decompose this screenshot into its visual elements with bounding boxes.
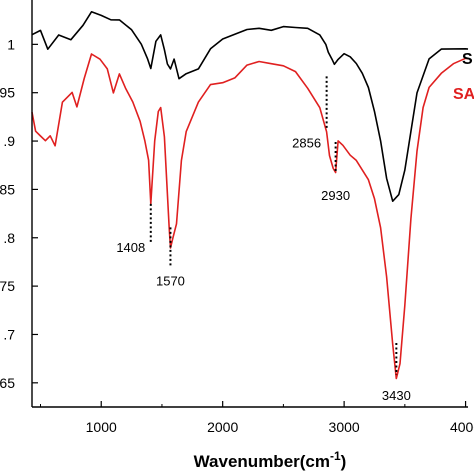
y-tick-label: .7: [3, 326, 15, 342]
series-line-2: [31, 53, 469, 380]
peak-label-1570: 1570: [156, 273, 185, 288]
peak-label-2930: 2930: [321, 188, 350, 203]
y-tick-label: .95: [0, 85, 15, 101]
annotation-layer: 1408 1570 2856 2930 3430: [116, 76, 411, 403]
x-axis-title-superscript: -1: [330, 449, 341, 463]
peak-label-2856: 2856: [292, 135, 321, 150]
y-tick-label: .8: [3, 230, 15, 246]
y-tick-label: .65: [0, 375, 15, 391]
series-layer: [31, 11, 469, 380]
axes-layer: 1000 2000 3000 4000 .65 .7 .75 .8 .85 .9 .95 1: [0, 0, 474, 435]
peak-label-1408: 1408: [116, 240, 145, 255]
legend-label-1: S: [462, 51, 473, 68]
legend-label-2: SA: [453, 86, 474, 103]
y-tick-label: .9: [3, 133, 15, 149]
y-tick-label: .85: [0, 181, 15, 197]
series-line-1: [31, 11, 469, 202]
y-tick-label: 1: [7, 36, 15, 52]
x-tick-label: 3000: [329, 419, 360, 435]
x-axis-title: Wavenumber(cm-1): [194, 449, 347, 471]
x-tick-label: 1000: [86, 419, 117, 435]
legend-layer: S SA: [453, 51, 474, 103]
x-tick-label: 2000: [207, 419, 238, 435]
y-tick-label: .75: [0, 278, 15, 294]
peak-label-3430: 3430: [382, 388, 411, 403]
x-tick-label: 4000: [450, 419, 474, 435]
